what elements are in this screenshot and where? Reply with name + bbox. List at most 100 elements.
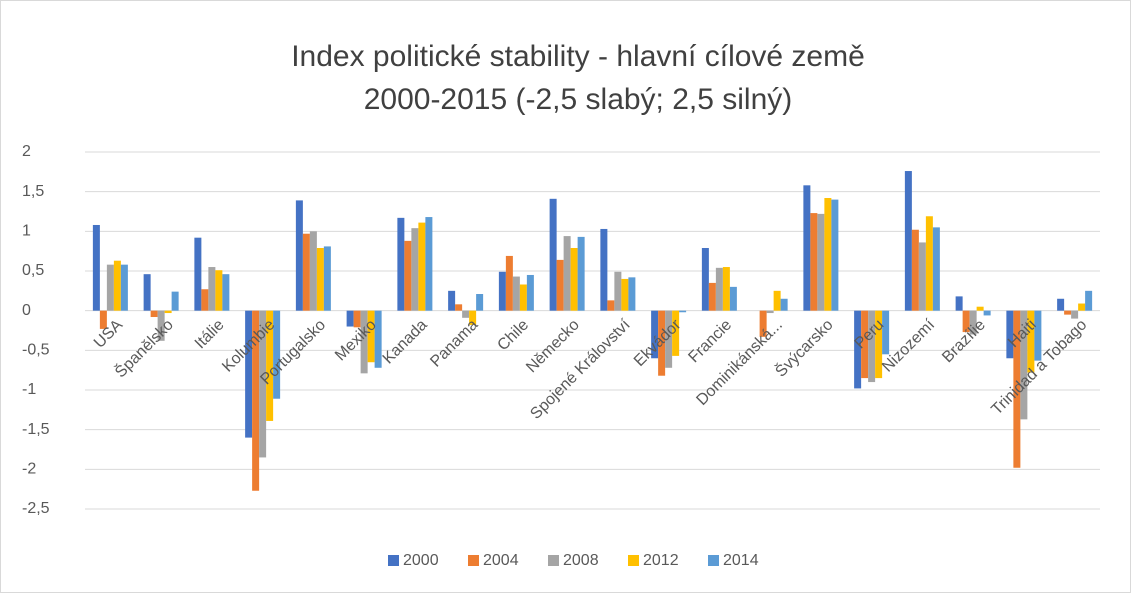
bar — [201, 289, 209, 311]
bar — [367, 310, 375, 363]
bar — [766, 310, 774, 314]
bar — [600, 228, 608, 311]
bar — [120, 264, 128, 311]
y-tick-label: -2 — [22, 461, 36, 478]
bar — [512, 276, 520, 311]
bar — [302, 233, 310, 311]
bar — [759, 310, 767, 337]
bar — [295, 200, 303, 311]
bar — [1034, 310, 1042, 361]
bar — [715, 267, 723, 311]
bar — [925, 216, 933, 311]
bar — [665, 310, 673, 368]
bar — [309, 231, 317, 311]
bar — [222, 274, 230, 311]
chart-subtitle: 2000-2015 (-2,5 slabý; 2,5 silný) — [364, 83, 793, 116]
bar — [549, 198, 557, 311]
bar — [969, 310, 977, 335]
bar — [658, 310, 666, 376]
bar — [729, 286, 737, 311]
legend-swatch — [628, 555, 639, 566]
bar — [708, 282, 716, 311]
bar — [962, 310, 970, 333]
bar — [983, 310, 991, 316]
bar — [425, 217, 433, 311]
bar — [976, 306, 984, 311]
bar — [157, 310, 165, 341]
bar — [353, 310, 361, 328]
bar — [469, 310, 477, 325]
legend-label: 2014 — [723, 552, 759, 569]
bar — [1064, 310, 1072, 315]
y-tick-label: -1 — [22, 381, 36, 398]
bar — [861, 310, 869, 379]
bar — [316, 247, 324, 311]
legend-label: 2012 — [643, 552, 679, 569]
legend-swatch — [708, 555, 719, 566]
bar — [904, 171, 912, 311]
bar — [143, 274, 151, 311]
bar — [556, 259, 564, 311]
bar — [773, 290, 781, 311]
bar — [911, 229, 919, 311]
bar — [346, 310, 354, 327]
bar — [570, 247, 578, 311]
legend-swatch — [468, 555, 479, 566]
y-tick-label: -2,5 — [22, 500, 50, 517]
bar — [92, 224, 100, 311]
bar — [323, 246, 331, 311]
bar — [99, 310, 107, 329]
bar — [171, 291, 179, 311]
bar — [462, 310, 470, 318]
bar — [817, 213, 825, 311]
bar — [1006, 310, 1014, 359]
y-tick-label: 0,5 — [22, 262, 44, 279]
bar — [824, 198, 832, 311]
bar — [208, 267, 216, 311]
bar — [194, 237, 202, 311]
bar — [810, 213, 818, 311]
bar — [397, 217, 405, 311]
y-tick-label: 1 — [22, 223, 31, 240]
bar — [252, 310, 260, 491]
bar — [701, 247, 709, 311]
bar — [918, 242, 926, 311]
bar — [259, 310, 267, 458]
bar — [628, 277, 636, 311]
y-tick-label: -1,5 — [22, 421, 50, 438]
bar — [722, 267, 730, 311]
bar — [106, 264, 114, 311]
bar — [1085, 290, 1093, 311]
bar — [875, 310, 883, 379]
bar — [563, 236, 571, 311]
bar — [455, 304, 463, 311]
bar — [577, 236, 585, 311]
bar — [1078, 303, 1086, 311]
bar — [164, 310, 172, 314]
bar — [374, 310, 382, 368]
bar — [476, 294, 484, 311]
bar — [411, 228, 419, 311]
legend-label: 2008 — [563, 552, 599, 569]
bar — [868, 310, 876, 383]
bar — [932, 227, 940, 311]
bar — [882, 310, 890, 355]
bar — [1020, 310, 1028, 420]
y-tick-label: 2 — [22, 143, 31, 160]
y-tick-label: 1,5 — [22, 183, 44, 200]
legend-label: 2004 — [483, 552, 519, 569]
bar — [607, 300, 615, 311]
bar — [418, 222, 426, 311]
bar — [360, 310, 368, 374]
bar — [831, 199, 839, 311]
bar — [266, 310, 274, 421]
bar — [505, 255, 513, 311]
bar — [215, 270, 223, 311]
bar — [404, 240, 412, 311]
chart-title: Index politické stability - hlavní cílov… — [291, 40, 865, 73]
bar — [245, 310, 253, 438]
bar — [679, 310, 687, 313]
bar — [273, 310, 281, 399]
bar — [519, 284, 527, 311]
legend-label: 2000 — [403, 552, 439, 569]
